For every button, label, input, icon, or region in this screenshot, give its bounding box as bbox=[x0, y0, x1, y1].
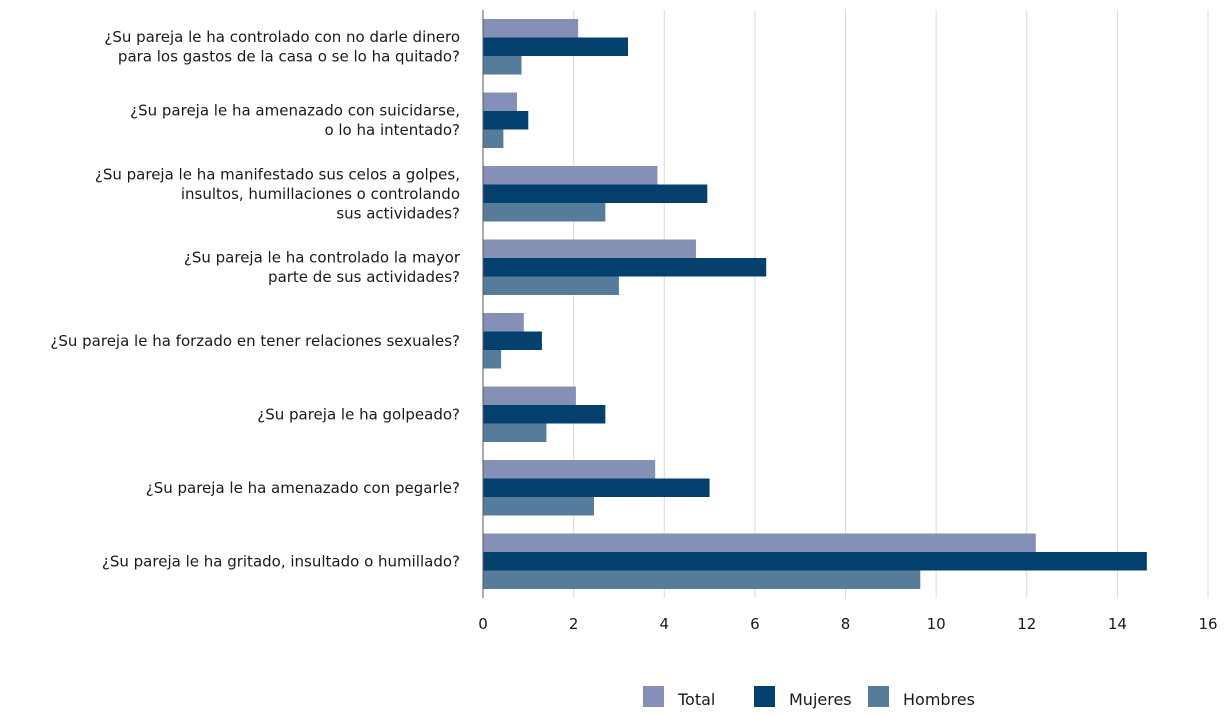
category-label-line: ¿Su pareja le ha controlado la mayor bbox=[184, 249, 461, 267]
x-tick-label: 14 bbox=[1108, 615, 1127, 633]
category-label: ¿Su pareja le ha golpeado? bbox=[257, 405, 460, 423]
bar-hombres bbox=[483, 423, 547, 442]
bar-mujeres bbox=[483, 331, 542, 350]
bar-total bbox=[483, 313, 524, 332]
category-label-line: parte de sus actividades? bbox=[268, 268, 460, 286]
bar-mujeres bbox=[483, 111, 529, 130]
bar-mujeres bbox=[483, 478, 710, 497]
bar-total bbox=[483, 239, 696, 258]
x-tick-label: 16 bbox=[1198, 615, 1217, 633]
bar-mujeres bbox=[483, 552, 1147, 571]
bar-total bbox=[483, 460, 656, 479]
category-label: ¿Su pareja le ha gritado, insultado o hu… bbox=[102, 552, 460, 570]
category-label: ¿Su pareja le ha controlado la mayor part… bbox=[184, 249, 461, 287]
category-label-line: para los gastos de la casa o se lo ha qu… bbox=[118, 48, 460, 66]
bar-mujeres bbox=[483, 258, 767, 277]
x-tick-label: 12 bbox=[1017, 615, 1036, 633]
bar-hombres bbox=[483, 203, 606, 222]
legend-label-hombres: Hombres bbox=[903, 690, 975, 709]
bars bbox=[483, 19, 1147, 589]
bar-total bbox=[483, 533, 1036, 552]
category-label-line: ¿Su pareja le ha gritado, insultado o hu… bbox=[102, 552, 460, 570]
category-label-line: o lo ha intentado? bbox=[324, 121, 460, 139]
category-label: ¿Su pareja le ha forzado en tener relaci… bbox=[50, 332, 460, 350]
legend-swatch-hombres bbox=[868, 686, 889, 707]
category-label-line: ¿Su pareja le ha amenazado con suicidars… bbox=[130, 102, 460, 120]
bar-total bbox=[483, 19, 579, 38]
bar-hombres bbox=[483, 570, 921, 589]
category-label: ¿Su pareja le ha amenazado con pegarle? bbox=[146, 479, 460, 497]
category-label-line: ¿Su pareja le ha manifestado sus celos a… bbox=[95, 165, 460, 183]
legend-swatch-total bbox=[643, 686, 664, 707]
bar-mujeres bbox=[483, 184, 708, 203]
category-label-line: insultos, humillaciones o controlando bbox=[181, 185, 460, 203]
category-label-line: ¿Su pareja le ha golpeado? bbox=[257, 405, 460, 423]
category-label-line: ¿Su pareja le ha forzado en tener relaci… bbox=[50, 332, 460, 350]
bar-hombres bbox=[483, 56, 522, 75]
bar-hombres bbox=[483, 497, 595, 516]
x-tick-label: 10 bbox=[927, 615, 946, 633]
category-labels: ¿Su pareja le ha controlado con no darle… bbox=[50, 28, 460, 570]
bar-mujeres bbox=[483, 405, 606, 424]
category-label: ¿Su pareja le ha amenazado con suicidars… bbox=[130, 102, 460, 140]
bar-mujeres bbox=[483, 37, 628, 56]
category-label: ¿Su pareja le ha controlado con no darle… bbox=[104, 28, 460, 66]
x-tick-label: 8 bbox=[841, 615, 851, 633]
x-tick-label: 0 bbox=[478, 615, 488, 633]
legend-label-mujeres: Mujeres bbox=[789, 690, 852, 709]
bar-hombres bbox=[483, 129, 504, 148]
legend: Total Mujeres Hombres bbox=[643, 686, 975, 709]
x-tick-labels: 0 2 4 6 8 10 12 14 16 bbox=[478, 615, 1217, 633]
category-label: ¿Su pareja le ha manifestado sus celos a… bbox=[95, 165, 460, 222]
bar-total bbox=[483, 92, 517, 111]
category-label-line: sus actividades? bbox=[336, 204, 460, 222]
bar-total bbox=[483, 386, 576, 405]
x-tick-label: 4 bbox=[659, 615, 669, 633]
bar-total bbox=[483, 166, 658, 185]
category-label-line: ¿Su pareja le ha controlado con no darle… bbox=[104, 28, 460, 46]
x-tick-label: 6 bbox=[750, 615, 760, 633]
legend-swatch-mujeres bbox=[754, 686, 775, 707]
legend-label-total: Total bbox=[677, 690, 715, 709]
bar-hombres bbox=[483, 350, 502, 369]
category-label-line: ¿Su pareja le ha amenazado con pegarle? bbox=[146, 479, 460, 497]
x-tick-label: 2 bbox=[569, 615, 579, 633]
bar-hombres bbox=[483, 276, 619, 295]
grid-lines bbox=[573, 10, 1209, 598]
